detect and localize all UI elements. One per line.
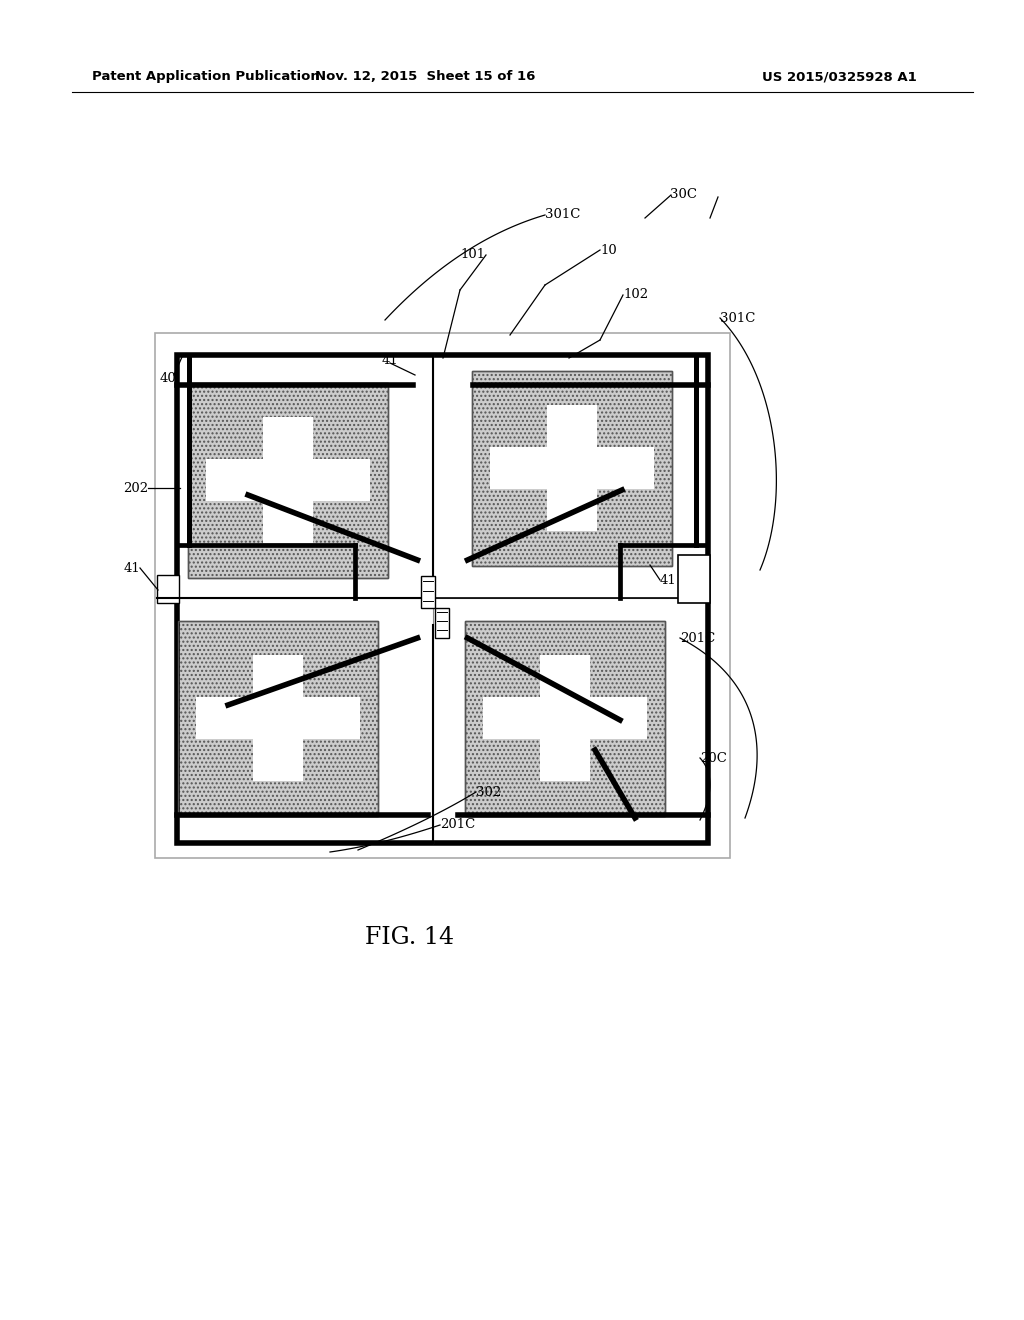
Bar [178,620,378,816]
Bar [178,620,378,816]
Bar [253,655,303,781]
Text: 302: 302 [476,785,502,799]
Bar [547,405,597,532]
Bar [490,446,654,490]
Text: Nov. 12, 2015  Sheet 15 of 16: Nov. 12, 2015 Sheet 15 of 16 [314,70,536,83]
Bar [472,371,672,565]
Text: US 2015/0325928 A1: US 2015/0325928 A1 [762,70,918,83]
Bar [263,417,313,544]
Bar [188,383,388,578]
Bar [196,697,360,739]
Text: 202: 202 [123,482,148,495]
Text: 301C: 301C [545,209,581,222]
Text: 301C: 301C [720,312,756,325]
Text: 201C: 201C [440,818,475,832]
Text: 30C: 30C [670,189,697,202]
Text: 201C: 201C [680,631,715,644]
Bar [678,554,710,603]
Text: 101: 101 [461,248,486,261]
Bar [472,371,672,565]
Bar [177,355,708,843]
Text: Patent Application Publication: Patent Application Publication [92,70,319,83]
Bar [157,576,179,603]
Bar [434,609,449,638]
Bar [188,383,388,578]
Text: 10: 10 [600,243,616,256]
Text: 41: 41 [382,354,398,367]
Bar [155,333,730,858]
Text: 102: 102 [623,289,648,301]
Bar [483,697,647,739]
Bar [465,620,665,816]
Bar [206,458,370,502]
Text: 41: 41 [123,561,140,574]
Text: 20C: 20C [700,751,727,764]
Text: 40: 40 [160,371,177,384]
Text: FIG. 14: FIG. 14 [366,927,455,949]
Bar [421,576,434,609]
Bar [465,620,665,816]
Bar [540,655,590,781]
Text: 41: 41 [660,573,677,586]
